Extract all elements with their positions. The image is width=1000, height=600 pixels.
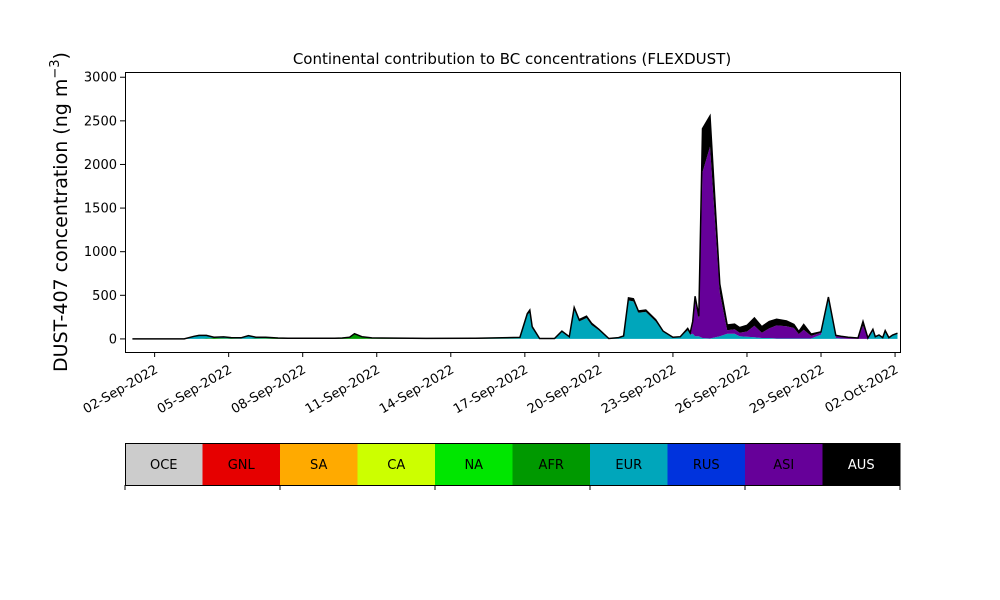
legend-label-eur: EUR <box>615 458 642 473</box>
legend: OCE GNL SA CA NA AFR EUR RUS ASI AUS <box>124 443 901 490</box>
x-tick-label: 02-Sep-2022 <box>81 362 161 417</box>
total-outline <box>132 113 898 340</box>
y-tick-label: 1000 <box>84 245 117 260</box>
legend-label-asi: ASI <box>773 458 794 473</box>
x-tick-label: 14-Sep-2022 <box>377 362 457 417</box>
legend-swatch-gnl <box>202 443 281 485</box>
x-tick-label: 02-Oct-2022 <box>823 362 901 416</box>
y-axis-label-sup: −3 <box>48 59 63 78</box>
x-tick-label: 29-Sep-2022 <box>747 362 827 417</box>
legend-label-na: NA <box>464 458 483 473</box>
legend-swatch-oce <box>125 443 203 485</box>
y-tick-label: 2500 <box>84 114 117 129</box>
y-axis: 0 500 1000 1500 2000 2500 3000 <box>84 71 125 347</box>
stacked-areas <box>132 116 898 339</box>
x-tick-label: 05-Sep-2022 <box>155 362 235 417</box>
y-tick-label: 3000 <box>84 71 117 86</box>
x-tick-label: 23-Sep-2022 <box>599 362 679 417</box>
legend-swatch-sa <box>280 443 358 485</box>
legend-swatch-ca <box>357 443 436 485</box>
x-tick-label: 11-Sep-2022 <box>303 362 383 417</box>
legend-swatch-rus <box>667 443 746 485</box>
x-tick-label: 20-Sep-2022 <box>525 362 605 417</box>
area-aus <box>132 116 898 339</box>
y-axis-label: DUST-407 concentration (ng m−3) <box>48 52 72 372</box>
area-afr <box>132 334 898 339</box>
area-eur <box>132 299 898 339</box>
legend-swatch-afr <box>512 443 591 485</box>
legend-label-afr: AFR <box>539 458 564 473</box>
legend-label-aus: AUS <box>848 458 875 473</box>
legend-label-sa: SA <box>310 458 327 473</box>
legend-swatch-na <box>435 443 513 485</box>
plot-frame <box>125 72 901 353</box>
legend-swatch-aus <box>822 443 901 485</box>
y-tick-label: 1500 <box>84 202 117 217</box>
x-tick-label: 17-Sep-2022 <box>451 362 531 417</box>
chart-title: Continental contribution to BC concentra… <box>293 50 731 68</box>
legend-swatch-asi <box>745 443 823 485</box>
x-axis: 02-Sep-202205-Sep-202208-Sep-202211-Sep-… <box>81 352 901 417</box>
legend-label-ca: CA <box>387 458 405 473</box>
area-asi <box>132 146 898 339</box>
legend-label-oce: OCE <box>150 458 178 473</box>
legend-frame <box>125 443 900 486</box>
x-tick-label: 26-Sep-2022 <box>673 362 753 417</box>
legend-label-gnl: GNL <box>228 458 256 473</box>
y-axis-label-main: DUST-407 concentration (ng m <box>50 79 72 372</box>
y-axis-label-close: ) <box>50 52 72 59</box>
y-tick-label: 2000 <box>84 158 117 173</box>
x-tick-label: 08-Sep-2022 <box>229 362 309 417</box>
y-tick-label: 0 <box>109 332 117 347</box>
legend-label-rus: RUS <box>693 458 720 473</box>
y-tick-label: 500 <box>92 289 117 304</box>
legend-swatch-eur <box>590 443 668 485</box>
